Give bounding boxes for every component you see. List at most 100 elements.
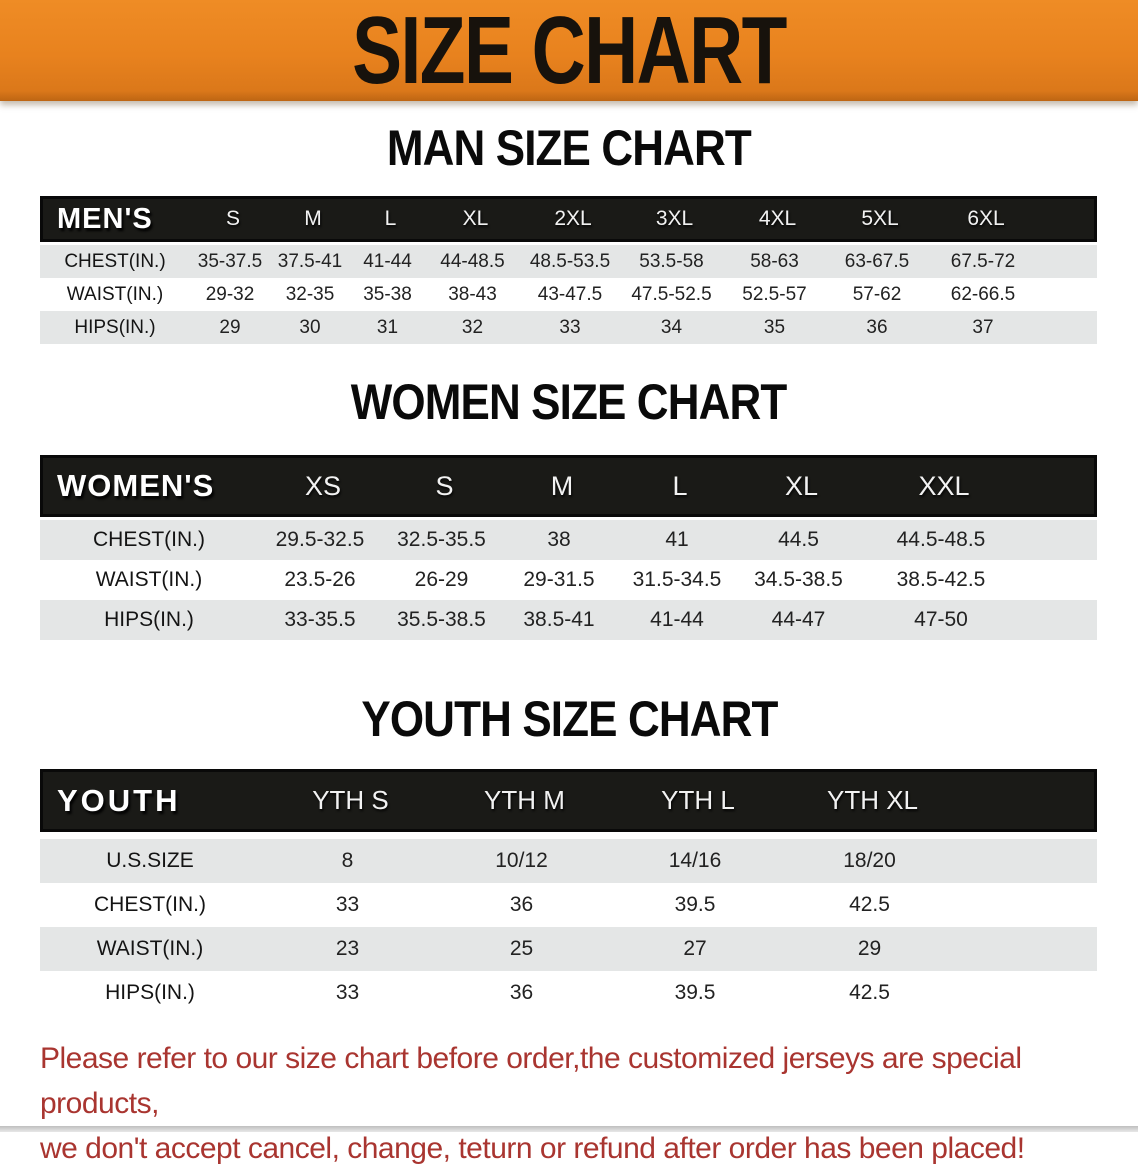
size-column-header: YTH L <box>661 785 735 815</box>
measurement-cell: 38 <box>547 528 571 551</box>
size-column-header: XL <box>784 470 819 501</box>
men-heading-text: MAN SIZE CHART <box>386 120 752 176</box>
measurement-cell: 39.5 <box>674 893 716 916</box>
measurement-cell: 36 <box>509 893 534 916</box>
measurement-cell: 30 <box>299 316 321 338</box>
size-column-header: YTH M <box>484 785 565 815</box>
order-policy-line-1: Please refer to our size chart before or… <box>40 1042 1022 1120</box>
measurement-cell: 44-48.5 <box>440 250 505 272</box>
measurement-cell: 32 <box>461 316 484 338</box>
measurement-cell: 33 <box>559 316 581 338</box>
measurement-cell: 41 <box>665 528 689 551</box>
women-waist-row: WAIST(IN.) 23.5-26 26-29 29-31.5 31.5-34… <box>40 560 1097 600</box>
measurement-cell: 23 <box>335 937 360 960</box>
size-column-header: XL <box>462 207 489 230</box>
measurement-cell: 39.5 <box>674 981 716 1004</box>
size-column-header: 3XL <box>655 207 694 230</box>
measurement-cell: 44-47 <box>771 608 826 631</box>
men-hips-row: HIPS(IN.) 29 30 31 32 33 34 35 36 37 <box>40 311 1097 344</box>
measurement-cell: 33 <box>335 981 360 1004</box>
size-column-header: S <box>225 207 240 230</box>
size-column-header: L <box>384 207 397 230</box>
row-label-cell: CHEST(IN.) <box>94 893 206 916</box>
measurement-cell: 18/20 <box>843 849 896 872</box>
men-table-header-row: MEN'S S M L XL 2XL 3XL 4XL 5XL 6XL <box>40 196 1097 242</box>
size-column-header: M <box>304 207 322 230</box>
measurement-cell: 37.5-41 <box>277 250 343 272</box>
banner-title: SIZE CHART <box>352 0 787 104</box>
measurement-cell: 41-44 <box>650 608 704 631</box>
size-column-header: 4XL <box>758 207 797 230</box>
measurement-cell: 36 <box>509 981 534 1004</box>
measurement-cell: 29-32 <box>205 283 255 305</box>
measurement-cell: 58-63 <box>750 250 799 272</box>
measurement-cell: 35.5-38.5 <box>397 608 486 631</box>
measurement-cell: 41-44 <box>363 250 412 272</box>
measurement-cell: 62-66.5 <box>950 283 1016 305</box>
measurement-cell: 29-31.5 <box>523 568 595 591</box>
bottom-edge-divider <box>0 1126 1138 1132</box>
men-waist-row: WAIST(IN.) 29-32 32-35 35-38 38-43 43-47… <box>40 278 1097 311</box>
measurement-cell: 48.5-53.5 <box>529 250 611 272</box>
youth-table-title-cell: YOUTH <box>57 782 181 818</box>
row-label-cell: HIPS(IN.) <box>105 981 195 1004</box>
women-section-heading: WOMEN SIZE CHART <box>0 376 1138 429</box>
youth-ussize-row: U.S.SIZE 8 10/12 14/16 18/20 <box>40 839 1097 883</box>
measurement-cell: 34 <box>660 316 683 338</box>
order-policy-line-2: we don't accept cancel, change, teturn o… <box>40 1132 1025 1165</box>
men-chest-row: CHEST(IN.) 35-37.5 37.5-41 41-44 44-48.5… <box>40 245 1097 278</box>
women-heading-text: WOMEN SIZE CHART <box>351 374 788 430</box>
measurement-cell: 53.5-58 <box>639 250 704 272</box>
men-size-table: MEN'S S M L XL 2XL 3XL 4XL 5XL 6XL CHEST… <box>40 196 1097 344</box>
measurement-cell: 29 <box>219 316 241 338</box>
measurement-cell: 29 <box>857 937 882 960</box>
row-label-cell: CHEST(IN.) <box>64 250 166 272</box>
measurement-cell: 34.5-38.5 <box>754 568 843 591</box>
measurement-cell: 37 <box>972 316 994 338</box>
measurement-cell: 10/12 <box>495 849 548 872</box>
size-column-header: M <box>550 470 574 501</box>
men-table-title-cell: MEN'S <box>57 202 153 235</box>
youth-waist-row: WAIST(IN.) 23 25 27 29 <box>40 927 1097 971</box>
youth-hips-row: HIPS(IN.) 33 36 39.5 42.5 <box>40 971 1097 1015</box>
measurement-cell: 35-37.5 <box>197 250 263 272</box>
measurement-cell: 44.5 <box>778 528 819 551</box>
measurement-cell: 14/16 <box>668 849 722 872</box>
measurement-cell: 8 <box>341 849 354 872</box>
size-column-header: YTH S <box>312 785 389 815</box>
row-label-cell: HIPS(IN.) <box>104 608 194 631</box>
measurement-cell: 35 <box>763 316 786 338</box>
youth-chest-row: CHEST(IN.) 33 36 39.5 42.5 <box>40 883 1097 927</box>
measurement-cell: 38-43 <box>448 283 497 305</box>
women-hips-row: HIPS(IN.) 33-35.5 35.5-38.5 38.5-41 41-4… <box>40 600 1097 640</box>
women-chest-row: CHEST(IN.) 29.5-32.5 32.5-35.5 38 41 44.… <box>40 520 1097 560</box>
men-section-heading: MAN SIZE CHART <box>0 122 1138 175</box>
size-column-header: L <box>672 470 688 501</box>
measurement-cell: 42.5 <box>849 981 890 1004</box>
measurement-cell: 26-29 <box>414 568 469 591</box>
measurement-cell: 57-62 <box>852 283 902 305</box>
measurement-cell: 23.5-26 <box>284 568 356 591</box>
measurement-cell: 29.5-32.5 <box>275 528 365 551</box>
measurement-cell: 36 <box>866 316 888 338</box>
measurement-cell: 31.5-34.5 <box>632 568 722 591</box>
size-column-header: YTH XL <box>826 785 919 815</box>
size-column-header: XS <box>304 470 342 501</box>
youth-section-heading: YOUTH SIZE CHART <box>0 693 1138 746</box>
row-label-cell: WAIST(IN.) <box>66 283 164 305</box>
order-policy-note: Please refer to our size chart before or… <box>40 1036 1120 1171</box>
size-column-header: 5XL <box>861 207 899 230</box>
measurement-cell: 38.5-42.5 <box>896 568 986 591</box>
row-label-cell: WAIST(IN.) <box>96 937 204 960</box>
measurement-cell: 44.5-48.5 <box>896 528 986 551</box>
measurement-cell: 43-47.5 <box>537 283 603 305</box>
measurement-cell: 25 <box>509 937 534 960</box>
measurement-cell: 47.5-52.5 <box>631 283 712 305</box>
youth-heading-text: YOUTH SIZE CHART <box>360 691 778 747</box>
size-column-header: XXL <box>918 470 970 501</box>
measurement-cell: 63-67.5 <box>844 250 910 272</box>
measurement-cell: 67.5-72 <box>950 250 1016 272</box>
size-column-header: 6XL <box>967 207 1005 230</box>
row-label-cell: CHEST(IN.) <box>93 528 205 551</box>
measurement-cell: 32-35 <box>285 283 335 305</box>
